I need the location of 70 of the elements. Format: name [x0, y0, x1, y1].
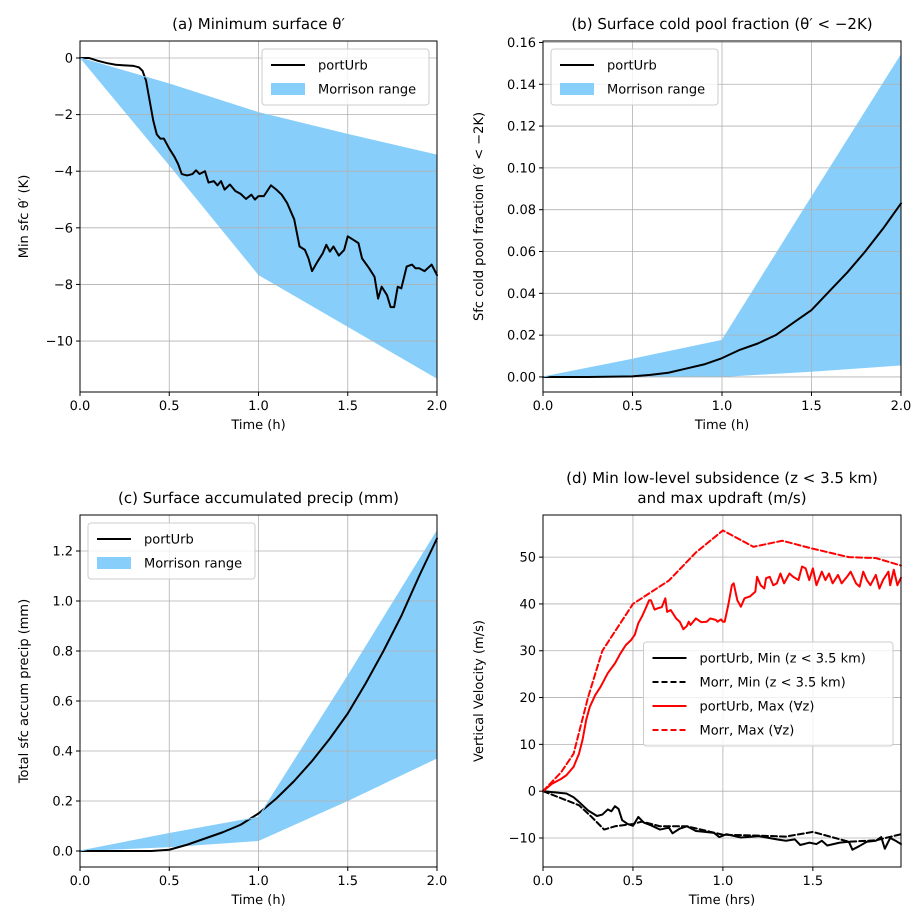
y-tick-label: 0.00	[507, 370, 536, 386]
x-tick-label: 1.5	[801, 399, 822, 414]
y-tick-label: 1.2	[52, 544, 73, 560]
legend-label: Morr, Min (z < 3.5 km)	[700, 676, 846, 690]
x-tick-label: 1.0	[248, 399, 269, 414]
y-tick-label: −4	[54, 164, 73, 180]
x-tick-label: 1.5	[337, 399, 358, 414]
x-tick-label: 0.5	[622, 399, 643, 414]
legend-label: Morrison range	[607, 82, 706, 98]
x-axis-title: Time (hrs)	[688, 893, 756, 908]
y-tick-label: 10	[519, 738, 536, 753]
y-axis-title: Sfc cold pool fraction (θ′ < −2K)	[472, 112, 487, 322]
y-tick-label: 0.4	[52, 744, 73, 760]
y-tick-label: −10	[508, 831, 536, 846]
y-tick-label: 0.02	[507, 328, 536, 344]
chart-title: (b) Surface cold pool fraction (θ′ < −2K)	[571, 15, 873, 33]
y-tick-label: −10	[46, 334, 73, 350]
y-tick-label: 50	[519, 550, 536, 566]
x-tick-label: 0.0	[532, 399, 554, 414]
y-tick-label: 0.08	[507, 203, 536, 218]
y-axis-title: Total sfc accum precip (mm)	[17, 598, 32, 784]
y-tick-label: 30	[519, 644, 536, 660]
y-tick-label: −6	[54, 221, 73, 236]
y-tick-label: 20	[519, 691, 536, 706]
y-tick-label: 0	[528, 784, 536, 800]
legend-label: portUrb	[318, 58, 368, 74]
legend-label: portUrb	[144, 532, 194, 548]
x-axis-title: Time (h)	[694, 418, 750, 433]
y-tick-label: 0	[64, 51, 73, 66]
x-tick-label: 0.0	[70, 399, 90, 414]
x-tick-label: 0.0	[532, 874, 554, 889]
x-tick-label: 0.5	[622, 874, 644, 889]
chart-title: (d) Min low-level subsidence (z < 3.5 km) and max updraft (m/s)	[566, 469, 878, 507]
chart-title: (c) Surface accumulated precip (mm)	[118, 489, 399, 507]
x-tick-label: 2.0	[426, 399, 448, 414]
x-tick-label: 1.5	[337, 874, 358, 889]
y-tick-label: 0.2	[52, 794, 73, 810]
legend-label: portUrb, Max (∀z)	[700, 700, 814, 714]
x-tick-label: 1.0	[248, 874, 269, 889]
y-tick-label: 0.16	[507, 36, 536, 51]
x-axis-title: Time (h)	[230, 893, 286, 908]
x-tick-label: 1.0	[712, 874, 734, 889]
y-tick-label: 0.0	[52, 844, 73, 860]
x-tick-label: 0.0	[70, 874, 90, 889]
y-tick-label: 0.6	[52, 694, 73, 710]
chart-title: (a) Minimum surface θ′	[172, 15, 346, 33]
legend-label: Morrison range	[144, 556, 242, 572]
x-tick-label: 0.5	[158, 399, 180, 414]
y-tick-label: 0.04	[507, 286, 536, 302]
x-tick-label: 2.0	[426, 874, 448, 889]
y-tick-label: 0.12	[507, 120, 536, 135]
y-tick-label: 0.8	[52, 644, 73, 660]
x-tick-label: 2.0	[890, 399, 912, 414]
y-axis-title: Min sfc θ′ (K)	[17, 174, 32, 258]
x-axis-title: Time (h)	[230, 418, 286, 433]
legend-label: Morr, Max (∀z)	[700, 724, 794, 738]
legend-label: portUrb, Min (z < 3.5 km)	[700, 652, 866, 666]
y-tick-label: 0.14	[507, 78, 536, 93]
y-tick-label: −8	[54, 278, 73, 293]
legend-label: portUrb	[607, 58, 657, 74]
x-tick-label: 1.5	[802, 874, 824, 889]
y-tick-label: 0.06	[507, 245, 536, 260]
y-axis-title: Vertical Velocity (m/s)	[472, 620, 487, 762]
x-tick-label: 0.5	[158, 874, 180, 889]
x-tick-label: 1.0	[712, 399, 732, 414]
y-tick-label: 1.0	[52, 594, 73, 610]
y-tick-label: 40	[519, 597, 536, 612]
y-tick-label: −2	[54, 108, 73, 124]
legend-label: Morrison range	[318, 82, 416, 98]
y-tick-label: 0.10	[507, 161, 536, 176]
